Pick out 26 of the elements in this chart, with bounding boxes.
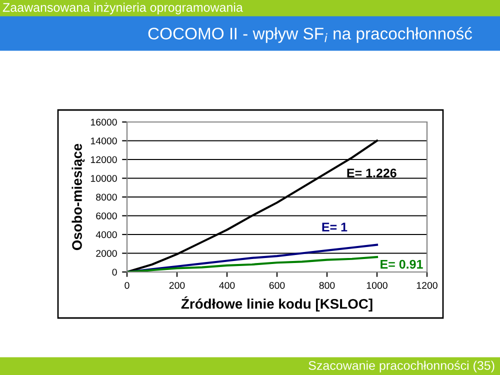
x-tick-label: 400 (219, 282, 235, 289)
chart-title: COCOMO II - wpływ SF$_{i}$ na pracochłonność (148, 27, 472, 43)
x-tick-label: 1000 (366, 282, 388, 289)
x-tick-label: 1200 (416, 282, 438, 289)
x-tick-label: 600 (269, 282, 285, 289)
y-tick-label: 2000 (96, 250, 117, 257)
series-label: E= 1 (322, 222, 348, 232)
x-tick-label: 0 (124, 282, 130, 289)
text: Zaawansowana inżynieria oprogramowania (2, 2, 243, 14)
y-axis-title: Osobo-miesiące (72, 144, 85, 250)
y-tick-label: 12000 (90, 156, 117, 164)
y-tick-label: 4000 (96, 231, 117, 238)
x-tick-label: 800 (319, 282, 335, 289)
y-tick-label: 0 (112, 268, 117, 276)
text: Szacowanie pracochłonności (35) (308, 360, 494, 372)
y-tick-label: 10000 (90, 174, 117, 182)
y-tick-label: 6000 (96, 212, 117, 220)
y-tick-label: 8000 (96, 194, 117, 201)
x-axis-title: Źródłowe linie kodu [KSLOC] (181, 296, 372, 312)
series-label: E= 1.226 (347, 168, 396, 178)
x-tick-label: 200 (169, 282, 185, 289)
series-label: E= 0.91 (380, 260, 423, 269)
line-series (127, 256, 378, 272)
line-series (127, 244, 378, 272)
y-tick-label: 14000 (90, 137, 117, 144)
y-tick-label: 16000 (90, 118, 117, 126)
